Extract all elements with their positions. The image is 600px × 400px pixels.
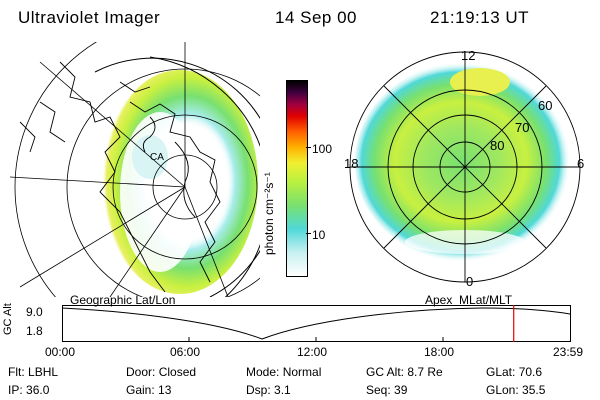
info-seq: Seq: 39 (366, 383, 408, 397)
info-gain: Gain: 13 (126, 383, 172, 397)
geographic-label: Geographic Lat/Lon (70, 293, 176, 307)
mlt-label-18: 18 (344, 156, 358, 171)
mlat-label-60: 60 (538, 98, 552, 113)
tick-0600: 06:00 (170, 345, 201, 359)
info-flt: Flt: LBHL (8, 365, 59, 379)
lat-lon-grid (9, 42, 260, 297)
mlt-label-12: 12 (461, 48, 475, 63)
mlat-grid (349, 51, 581, 283)
colorbar (286, 80, 308, 277)
info-ip: IP: 36.0 (8, 383, 50, 397)
info-door: Door: Closed (126, 365, 197, 379)
timeline-ymax: 9.0 (26, 305, 43, 319)
info-dsp: Dsp: 3.1 (246, 383, 291, 397)
info-glon: GLon: 35.5 (486, 383, 546, 397)
altitude-curve (62, 307, 571, 340)
mlat-label-70: 70 (515, 120, 529, 135)
date-label: 14 Sep 00 (275, 8, 358, 27)
tick-2359: 23:59 (553, 345, 584, 359)
time-label: 21:19:13 UT (430, 8, 530, 27)
info-glat: GLat: 70.6 (486, 365, 543, 379)
magnetic-polar-plot: 12 18 6 0 60 70 80 (344, 48, 584, 289)
altitude-timeline (62, 305, 571, 342)
coastlines (19, 61, 221, 293)
colorbar-tick-100: 100 (312, 142, 333, 156)
geographic-map: CA (9, 42, 260, 297)
timeline-ymin: 1.8 (26, 324, 43, 338)
apex-label: Apex MLat/MLT (425, 293, 513, 307)
timeline-ylabel: GC Alt (2, 303, 14, 335)
mlt-label-0: 0 (466, 274, 473, 289)
tick-0000: 00:00 (45, 345, 76, 359)
colorbar-tick-10: 10 (312, 228, 326, 242)
region-label: CA (150, 152, 164, 163)
mlat-label-80: 80 (490, 138, 504, 153)
instrument-title: Ultraviolet Imager (18, 8, 161, 27)
colorbar-units: photon cm⁻²s⁻¹ (262, 172, 276, 255)
info-mode: Mode: Normal (246, 365, 322, 379)
info-gcalt: GC Alt: 8.7 Re (366, 365, 443, 379)
mlt-label-6: 6 (577, 156, 584, 171)
tick-1200: 12:00 (297, 345, 328, 359)
tick-1800: 18:00 (424, 345, 455, 359)
